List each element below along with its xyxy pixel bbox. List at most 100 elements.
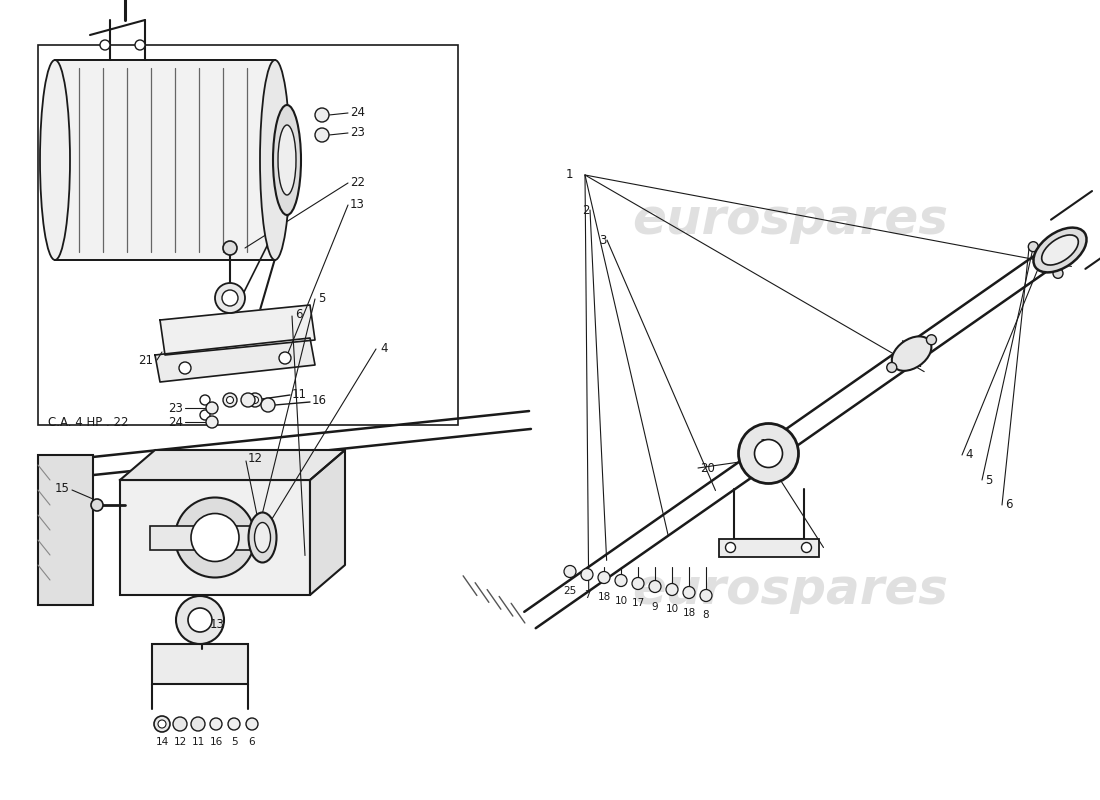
Text: 11: 11 <box>191 737 205 747</box>
Circle shape <box>755 439 782 467</box>
Text: 10: 10 <box>615 595 628 606</box>
Circle shape <box>228 718 240 730</box>
Circle shape <box>206 416 218 428</box>
Text: eurospares: eurospares <box>632 566 948 614</box>
Ellipse shape <box>892 336 932 371</box>
Circle shape <box>135 40 145 50</box>
Circle shape <box>222 290 238 306</box>
Bar <box>120 480 310 595</box>
Text: 12: 12 <box>248 451 263 465</box>
Circle shape <box>176 596 224 644</box>
Circle shape <box>683 586 695 598</box>
Text: 9: 9 <box>651 602 658 611</box>
Bar <box>39 455 94 605</box>
Text: 22: 22 <box>350 177 365 190</box>
Polygon shape <box>155 338 315 382</box>
Circle shape <box>246 718 258 730</box>
Circle shape <box>700 590 712 602</box>
Text: 4: 4 <box>965 449 972 462</box>
Text: 21: 21 <box>138 354 153 366</box>
Bar <box>152 644 248 684</box>
Text: 12: 12 <box>174 737 187 747</box>
Text: 6: 6 <box>249 737 255 747</box>
Text: 8: 8 <box>703 610 710 621</box>
Text: 1: 1 <box>565 169 573 182</box>
Circle shape <box>223 393 236 407</box>
Text: 3: 3 <box>600 234 607 246</box>
Ellipse shape <box>249 513 276 562</box>
Circle shape <box>581 569 593 581</box>
Circle shape <box>279 352 292 364</box>
Circle shape <box>197 615 207 625</box>
Ellipse shape <box>40 60 70 260</box>
Text: 5: 5 <box>231 737 238 747</box>
Ellipse shape <box>1033 228 1087 272</box>
Ellipse shape <box>278 125 296 195</box>
Circle shape <box>315 108 329 122</box>
Circle shape <box>615 574 627 586</box>
Circle shape <box>223 241 236 255</box>
Bar <box>718 538 818 557</box>
Ellipse shape <box>273 105 301 215</box>
Text: 23: 23 <box>350 126 365 139</box>
Text: 14: 14 <box>155 737 168 747</box>
Text: 23: 23 <box>168 402 183 414</box>
Circle shape <box>598 571 611 583</box>
Circle shape <box>564 566 576 578</box>
Polygon shape <box>310 450 345 595</box>
Circle shape <box>188 608 212 632</box>
Text: eurospares: eurospares <box>147 291 393 329</box>
Text: eurospares: eurospares <box>632 196 948 244</box>
Polygon shape <box>120 450 345 480</box>
Text: 24: 24 <box>168 415 183 429</box>
Circle shape <box>200 410 210 420</box>
Text: 16: 16 <box>312 394 327 406</box>
Text: 4: 4 <box>379 342 387 354</box>
Circle shape <box>91 499 103 511</box>
Circle shape <box>632 578 644 590</box>
Circle shape <box>261 398 275 412</box>
Circle shape <box>191 514 239 562</box>
Text: 20: 20 <box>700 462 715 474</box>
Circle shape <box>1053 268 1063 278</box>
Circle shape <box>175 498 255 578</box>
Circle shape <box>191 717 205 731</box>
Ellipse shape <box>1042 235 1078 265</box>
Ellipse shape <box>260 60 290 260</box>
Ellipse shape <box>254 522 271 553</box>
Circle shape <box>649 581 661 593</box>
Circle shape <box>252 397 258 403</box>
Text: 6: 6 <box>1005 498 1012 511</box>
Circle shape <box>315 128 329 142</box>
Circle shape <box>726 542 736 553</box>
Text: 18: 18 <box>597 593 611 602</box>
Circle shape <box>802 542 812 553</box>
Circle shape <box>887 362 896 373</box>
Text: 17: 17 <box>631 598 645 609</box>
Text: 18: 18 <box>682 607 695 618</box>
Circle shape <box>1028 242 1038 252</box>
Text: 16: 16 <box>209 737 222 747</box>
Circle shape <box>154 716 170 732</box>
Text: 24: 24 <box>350 106 365 119</box>
Circle shape <box>248 393 262 407</box>
Text: 5: 5 <box>984 474 992 486</box>
Circle shape <box>241 393 255 407</box>
Circle shape <box>738 423 799 483</box>
Text: 6: 6 <box>295 309 302 322</box>
Text: 19: 19 <box>760 438 775 451</box>
Text: 13: 13 <box>210 618 224 630</box>
Text: 11: 11 <box>292 389 307 402</box>
Text: C.A. 4 HP . 22: C.A. 4 HP . 22 <box>48 415 129 429</box>
Circle shape <box>210 718 222 730</box>
Text: 10: 10 <box>666 605 679 614</box>
Circle shape <box>100 40 110 50</box>
Circle shape <box>158 720 166 728</box>
Polygon shape <box>160 305 315 355</box>
Text: 7: 7 <box>584 590 591 599</box>
Circle shape <box>200 395 210 405</box>
Text: 25: 25 <box>563 586 576 597</box>
Text: 2: 2 <box>583 203 590 217</box>
Circle shape <box>214 283 245 313</box>
Circle shape <box>206 402 218 414</box>
